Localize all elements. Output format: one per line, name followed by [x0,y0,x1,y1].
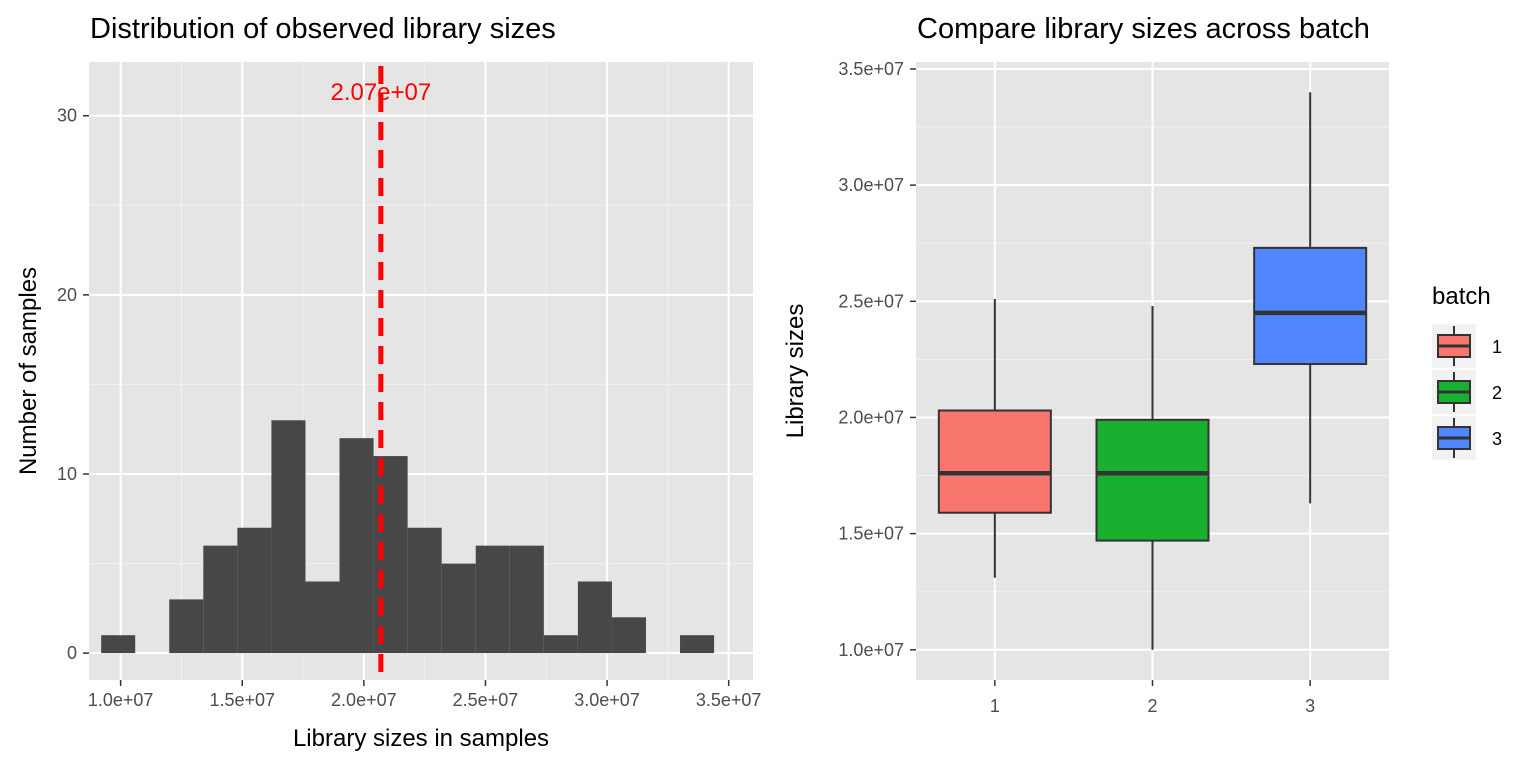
histogram-bar [169,599,204,654]
histogram-x-axis-title: Library sizes in samples [293,725,549,752]
histogram-x-tick-label: 1.0e+07 [88,690,154,710]
histogram-bar [543,635,578,654]
legend-entry-3: 3 [1432,416,1502,460]
histogram-bar [203,545,238,654]
histogram-bar [441,563,476,654]
histogram-y-ticks: 0 10 20 30 [57,106,89,663]
boxplot-x-ticks: 1 2 3 [990,680,1315,716]
histogram-bar [611,617,646,654]
histogram-bar [101,635,136,654]
histogram-x-tick-label: 3.5e+07 [696,690,762,710]
histogram-x-ticks: 1.0e+07 1.5e+07 2.0e+07 2.5e+07 3.0e+07 3.5e+… [88,680,762,710]
boxplot-y-ticks: 1.0e+07 1.5e+07 2.0e+07 2.5e+07 3.0e+07 3.5e+… [838,59,916,660]
box-iqr [1253,246,1368,366]
box-batch-2 [1095,305,1210,650]
histogram-y-tick-label: 10 [57,464,77,484]
box-batch-3 [1253,92,1368,504]
box-batch-1 [937,298,1052,578]
boxplot-y-tick-label: 3.0e+07 [838,175,904,195]
legend-title: batch [1432,283,1491,310]
legend-entry-1: 1 [1432,324,1502,368]
boxplot-y-tick-label: 1.5e+07 [838,524,904,544]
boxplot-x-tick-label: 3 [1305,696,1315,716]
histogram-y-tick-label: 20 [57,285,77,305]
boxplot-x-tick-label: 1 [990,696,1000,716]
batch-legend: batch 1 2 3 [1432,283,1502,460]
box-iqr [937,409,1052,514]
histogram-y-tick-label: 0 [67,643,77,663]
box-iqr [1095,418,1210,542]
legend-label: 3 [1492,429,1502,449]
histogram-y-tick-label: 30 [57,106,77,126]
boxplot-y-tick-label: 2.0e+07 [838,407,904,427]
legend-label: 2 [1492,383,1502,403]
histogram-bar [237,527,272,654]
boxplot-y-axis-title: Library sizes [782,304,809,439]
histogram-y-axis-title: Number of samples [15,267,42,475]
boxplot-y-tick-label: 1.0e+07 [838,640,904,660]
mean-line-label: 2.07e+07 [330,79,431,106]
histogram-bar [475,545,510,654]
histogram-bar [339,438,374,654]
histogram-x-tick-label: 3.0e+07 [574,690,640,710]
boxplot-y-tick-label: 3.5e+07 [838,59,904,79]
histogram-bar [407,527,442,654]
histogram-x-tick-label: 2.0e+07 [331,690,397,710]
histogram-bar [305,581,340,654]
boxplot-title: Compare library sizes across batch [917,13,1370,45]
histogram-title: Distribution of observed library sizes [90,13,556,45]
histogram-mean-line: 2.07e+07 [330,66,431,680]
histogram-bar [577,581,612,654]
boxplot-x-tick-label: 2 [1147,696,1157,716]
boxplot-y-tick-label: 2.5e+07 [838,291,904,311]
histogram-bar [509,545,544,654]
legend-entries: 1 2 3 [1432,324,1502,460]
legend-label: 1 [1492,337,1502,357]
legend-entry-2: 2 [1432,370,1502,414]
histogram-bar [680,635,715,654]
histogram-x-tick-label: 2.5e+07 [453,690,519,710]
boxplot-boxes [937,92,1368,650]
histogram-x-tick-label: 1.5e+07 [209,690,275,710]
histogram-bar [271,420,306,654]
